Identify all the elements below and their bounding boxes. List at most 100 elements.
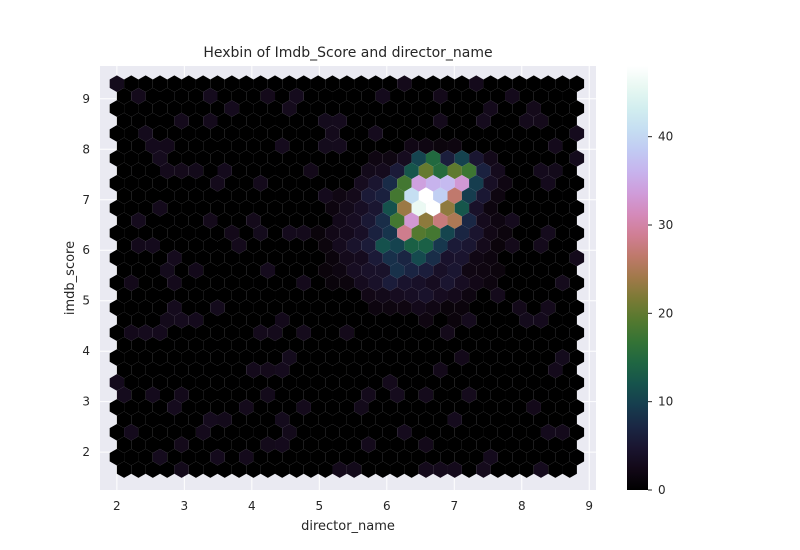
hex-bin [562,336,577,354]
hex-bin [425,100,441,117]
hex-bin [109,448,125,466]
hex-bin [131,262,146,279]
hex-bin [361,461,376,478]
hex-bin [490,162,506,180]
hex-bin [454,224,470,242]
hex-bin [540,399,556,416]
hex-bin [116,386,132,404]
hex-bin [160,287,175,304]
hex-bin [282,249,297,267]
hex-bin [253,274,268,292]
hex-bin [562,436,577,454]
hex-bin [418,461,434,478]
hex-bin [289,461,304,478]
hex-bin [131,311,146,329]
hex-bin [246,87,261,105]
hex-bin [210,299,225,317]
hex-bin [555,423,570,441]
hex-bin [540,374,556,391]
hex-bin [303,336,319,354]
hex-bin [461,287,477,304]
hex-bin [253,324,268,341]
hex-bin [260,436,276,454]
hex-bin [476,187,491,205]
hex-bin [490,336,506,354]
hex-bin [454,399,470,416]
hex-bin [181,75,196,92]
x-tick-label: 4 [248,499,256,513]
hex-bin [548,436,563,454]
hex-bin [310,75,326,92]
hex-bin [519,361,534,379]
hex-bin [404,336,419,354]
hex-bin [469,150,484,167]
hex-bin [540,448,556,466]
hex-bin [138,448,153,466]
hex-bin [505,311,520,329]
hex-bin [447,436,462,454]
hex-bin [231,262,247,279]
hex-bin [181,349,196,366]
hex-bin [246,212,261,229]
hex-bin [217,162,232,180]
hex-bin [296,324,311,341]
hex-bin [224,199,240,217]
hex-bin [260,287,276,304]
hex-bin [382,75,398,92]
colorbar-tick-label: 30 [658,218,673,232]
hex-bin [332,237,347,254]
hex-bin [138,100,153,117]
hex-bin [440,100,455,117]
hex-bin [497,100,513,117]
hex-bin [555,349,570,366]
hex-bin [339,75,355,92]
hex-bin [555,374,570,391]
hex-bin [562,411,577,429]
hex-bin [231,461,247,478]
hex-bin [138,324,153,341]
hex-bin [375,336,391,354]
hex-bin [339,423,355,441]
hex-bin [332,336,347,354]
hex-bin [354,399,369,416]
hex-bin [210,349,225,366]
hex-bin [382,274,398,292]
hex-bin [181,249,196,267]
hex-bin [411,299,426,317]
hex-bin [483,349,498,366]
hex-bin [497,448,513,466]
hex-bin [354,174,369,192]
hex-bin [210,374,225,391]
hex-bin [569,224,585,242]
hex-bin [124,423,139,441]
y-tick-label: 4 [82,344,90,358]
hex-bin [160,162,175,180]
hex-bin [548,262,563,279]
hex-bin [303,212,319,229]
hex-bin [454,125,470,142]
hex-bin [160,262,175,279]
hex-bin [440,399,455,416]
hex-bin [490,311,506,329]
hex-bin [124,448,139,466]
hex-bin [505,112,520,130]
hex-bin [289,262,304,279]
hex-bin [346,87,362,105]
hex-bin [217,461,232,478]
hex-bin [375,187,391,205]
hex-bin [282,100,297,117]
hex-bin [555,249,570,267]
hex-bin [433,361,448,379]
hex-bin [296,448,311,466]
hex-bin [512,224,527,242]
hex-bin [231,187,247,205]
hex-bin [454,274,470,292]
hex-bin [116,411,132,429]
hex-bin [275,436,290,454]
hex-bin [519,162,534,180]
hex-bin [411,75,426,92]
hex-bin [339,150,355,167]
hex-bin [569,174,585,192]
hex-bin [289,336,304,354]
hex-bin [310,100,326,117]
